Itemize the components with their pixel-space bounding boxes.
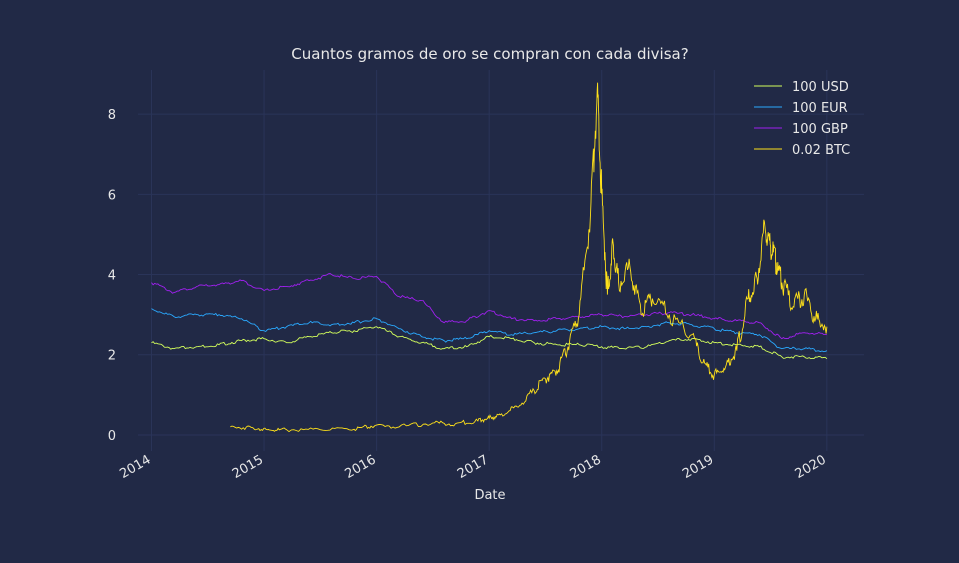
y-tick-label: 4 — [108, 269, 116, 284]
series-line-2 — [151, 273, 827, 340]
legend: 100 USD 100 EUR 100 GBP 0.02 BTC — [754, 80, 850, 158]
legend-label: 0.02 BTC — [792, 143, 850, 158]
y-tick-label: 8 — [108, 108, 116, 123]
series-line-1 — [151, 308, 828, 353]
y-tick-label: 6 — [108, 188, 116, 203]
y-tick-label: 2 — [108, 349, 116, 364]
grid-lines — [138, 70, 864, 451]
legend-label: 100 USD — [792, 80, 849, 95]
legend-label: 100 GBP — [792, 122, 848, 137]
legend-label: 100 EUR — [792, 101, 848, 116]
x-axis-label: Date — [474, 488, 505, 503]
series-lines — [151, 82, 828, 433]
y-tick-label: 0 — [108, 429, 116, 444]
series-line-0 — [151, 326, 828, 360]
chart-title: Cuantos gramos de oro se compran con cad… — [291, 45, 688, 63]
series-line-3 — [230, 82, 828, 433]
